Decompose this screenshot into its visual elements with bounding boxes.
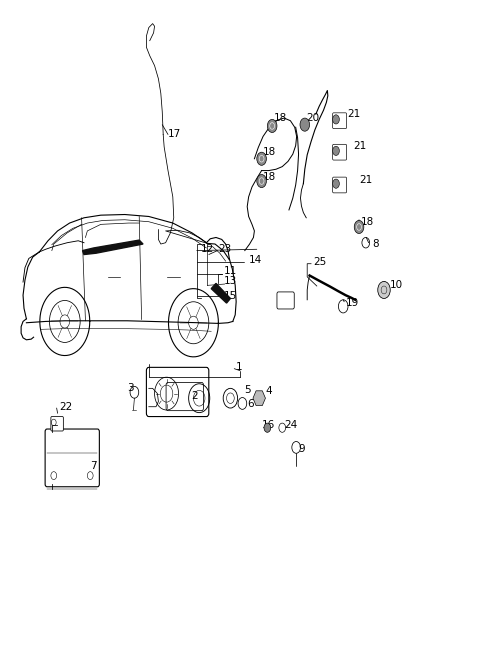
Text: 18: 18 <box>263 172 276 182</box>
Circle shape <box>333 146 339 155</box>
Circle shape <box>257 152 266 165</box>
FancyBboxPatch shape <box>51 417 63 431</box>
Circle shape <box>333 179 339 188</box>
Text: 17: 17 <box>168 129 181 140</box>
Circle shape <box>257 174 266 188</box>
Text: 6: 6 <box>248 399 254 409</box>
Text: 8: 8 <box>372 239 379 249</box>
Text: 5: 5 <box>244 385 251 396</box>
Text: 9: 9 <box>299 443 305 454</box>
Text: 13: 13 <box>224 276 237 286</box>
FancyBboxPatch shape <box>333 144 347 160</box>
Text: 18: 18 <box>274 113 287 123</box>
Text: 18: 18 <box>361 216 374 227</box>
Text: 3: 3 <box>127 383 133 394</box>
FancyBboxPatch shape <box>333 177 347 193</box>
Text: 7: 7 <box>90 461 96 471</box>
Text: 14: 14 <box>249 255 262 266</box>
Text: 22: 22 <box>60 401 73 412</box>
Text: 2: 2 <box>191 390 198 401</box>
FancyBboxPatch shape <box>45 429 99 487</box>
FancyBboxPatch shape <box>146 367 209 417</box>
Circle shape <box>378 281 390 298</box>
Text: 18: 18 <box>263 147 276 157</box>
Polygon shape <box>253 391 265 405</box>
Text: 10: 10 <box>390 280 403 291</box>
Text: 20: 20 <box>306 113 319 123</box>
Text: 16: 16 <box>262 420 276 430</box>
Text: 11: 11 <box>224 266 237 276</box>
Circle shape <box>354 220 364 234</box>
FancyBboxPatch shape <box>277 292 294 309</box>
FancyBboxPatch shape <box>333 113 347 129</box>
Text: 12: 12 <box>201 244 214 255</box>
Text: 1: 1 <box>236 362 243 373</box>
Polygon shape <box>211 283 230 303</box>
Text: 4: 4 <box>265 386 272 396</box>
Polygon shape <box>83 240 143 255</box>
Text: 21: 21 <box>359 174 372 185</box>
Text: 15: 15 <box>224 291 237 301</box>
Text: 23: 23 <box>218 244 232 255</box>
Text: 24: 24 <box>284 420 298 430</box>
Circle shape <box>300 118 310 131</box>
Circle shape <box>267 119 277 133</box>
Text: 21: 21 <box>353 141 367 152</box>
Text: 21: 21 <box>348 109 361 119</box>
Circle shape <box>333 115 339 124</box>
Text: 25: 25 <box>313 257 326 268</box>
Circle shape <box>264 423 271 432</box>
Text: 19: 19 <box>346 298 359 308</box>
